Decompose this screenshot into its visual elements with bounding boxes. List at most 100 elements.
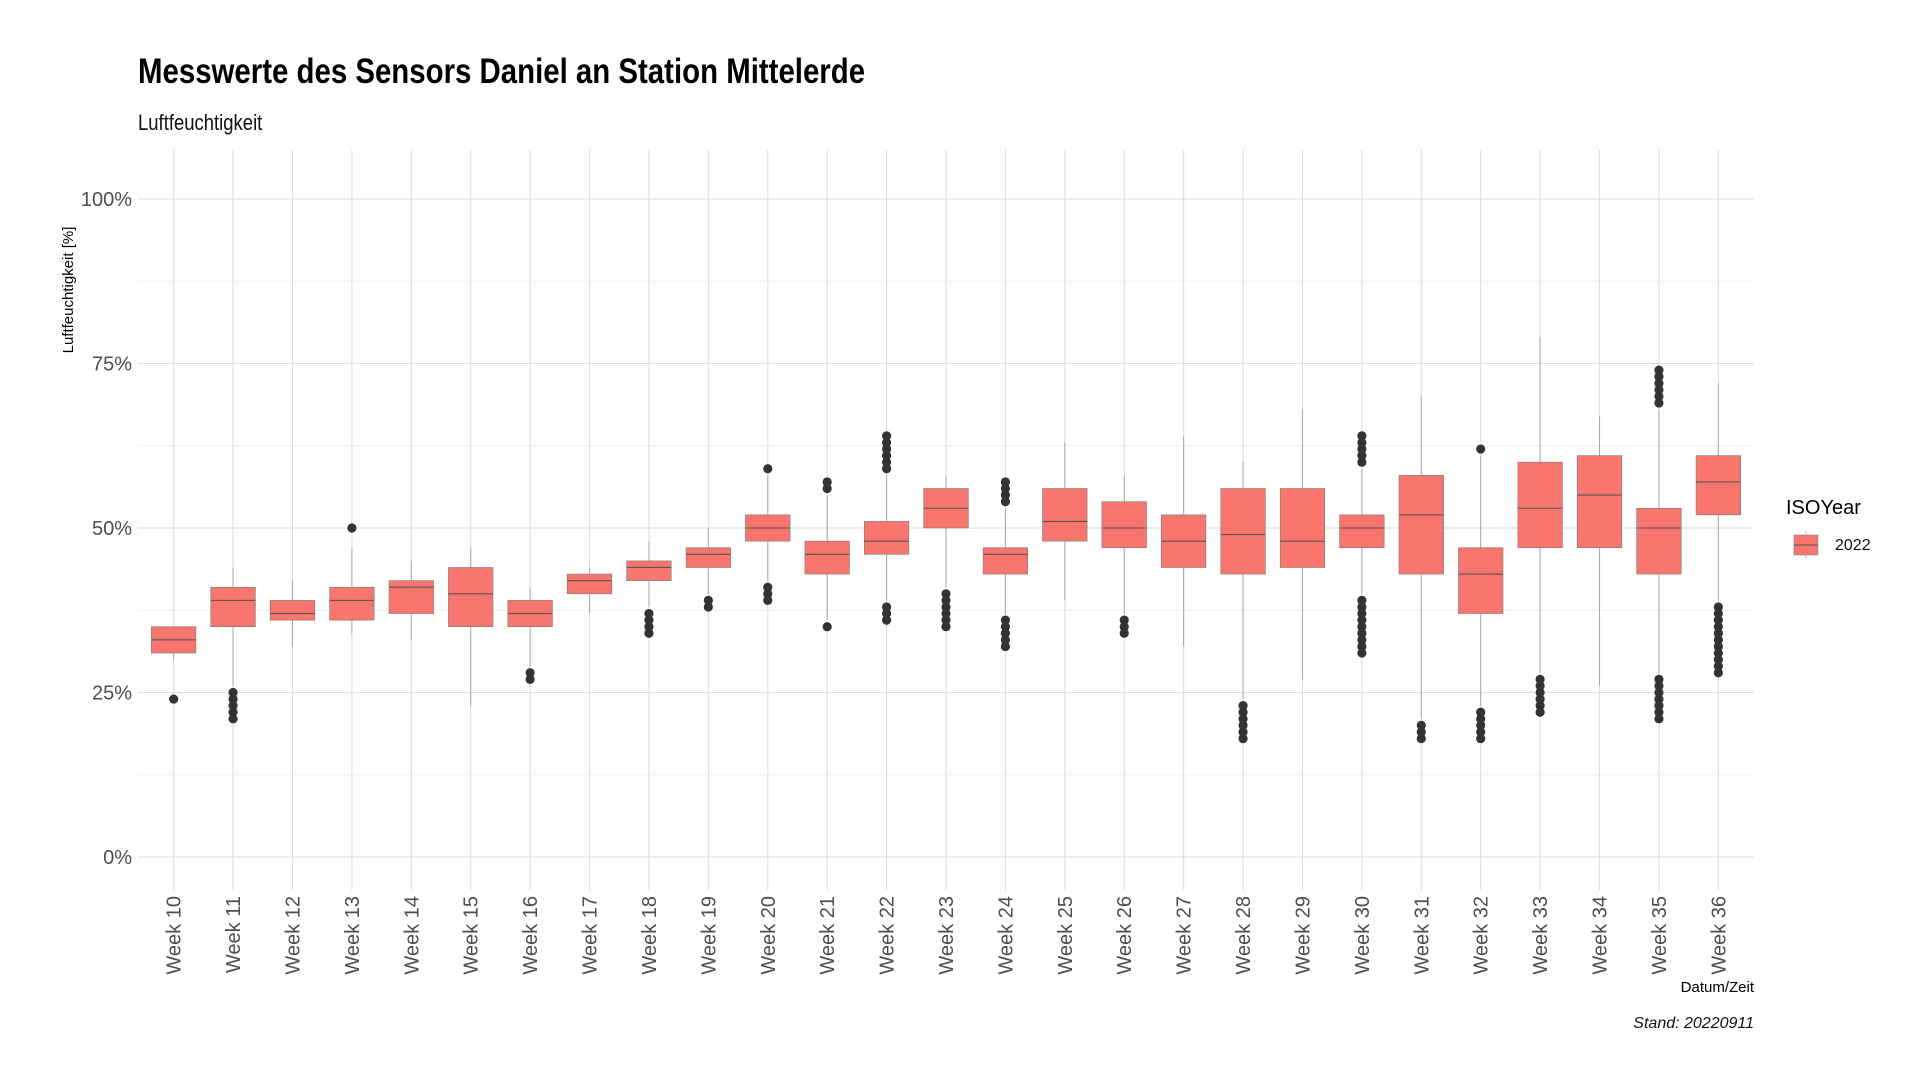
y-tick-label: 0% bbox=[103, 847, 132, 869]
outlier-point bbox=[1654, 694, 1664, 704]
outlier-point bbox=[881, 615, 892, 625]
box bbox=[1636, 507, 1682, 575]
outlier-point bbox=[763, 595, 773, 605]
x-tick-label: Week 35 bbox=[1649, 896, 1671, 975]
outlier-point bbox=[1654, 378, 1664, 388]
box bbox=[1101, 501, 1147, 549]
outlier-point bbox=[1000, 483, 1011, 494]
outlier-point bbox=[1238, 720, 1248, 731]
x-axis-ticks: Week 10 Week 11 Week 12 Week 13 Week 14 Week … bbox=[164, 896, 1731, 975]
boxes bbox=[151, 337, 1741, 744]
outlier-point bbox=[1119, 628, 1129, 638]
x-tick-label: Week 16 bbox=[520, 896, 542, 975]
box bbox=[1220, 488, 1266, 575]
outlier-point bbox=[1535, 674, 1545, 684]
outlier-point bbox=[1654, 385, 1664, 395]
outlier-point bbox=[1535, 687, 1545, 698]
outlier-point bbox=[1713, 615, 1723, 625]
x-tick-label: Week 26 bbox=[1114, 896, 1136, 975]
x-axis-title: Datum/Zeit bbox=[1681, 979, 1755, 996]
chart-subtitle: Luftfeuchtigkeit bbox=[138, 110, 263, 135]
outlier-point bbox=[881, 464, 892, 474]
outlier-point bbox=[941, 622, 951, 632]
x-tick-label: Week 34 bbox=[1590, 896, 1612, 975]
outlier-point bbox=[881, 451, 892, 461]
outlier-point bbox=[228, 687, 238, 698]
outlier-point bbox=[1357, 608, 1367, 619]
outlier-point bbox=[881, 608, 892, 619]
chart-title: Messwerte des Sensors Daniel an Station … bbox=[138, 52, 866, 91]
outlier-point bbox=[1654, 674, 1664, 684]
x-tick-label: Week 29 bbox=[1292, 896, 1314, 975]
x-tick-label: Week 14 bbox=[401, 896, 423, 975]
outlier-point bbox=[1535, 694, 1545, 704]
outlier-point bbox=[1476, 444, 1486, 454]
x-tick-label: Week 21 bbox=[817, 896, 839, 975]
box bbox=[1042, 488, 1088, 542]
outlier-point bbox=[525, 674, 535, 684]
legend-title: ISOYear bbox=[1786, 497, 1861, 519]
outlier-point bbox=[1535, 701, 1545, 711]
x-tick-label: Week 22 bbox=[877, 896, 899, 975]
outlier-point bbox=[1357, 628, 1367, 638]
outlier-point bbox=[822, 477, 832, 487]
outlier-point bbox=[1000, 641, 1011, 652]
outlier-point bbox=[1357, 431, 1367, 441]
x-tick-label: Week 23 bbox=[936, 896, 958, 975]
outlier-point bbox=[1357, 622, 1367, 632]
x-tick-label: Week 25 bbox=[1055, 896, 1077, 975]
outlier-point bbox=[881, 437, 892, 448]
x-tick-label: Week 31 bbox=[1411, 896, 1433, 975]
x-tick-label: Week 19 bbox=[698, 896, 720, 975]
outlier-point bbox=[1000, 635, 1011, 645]
outlier-point bbox=[1416, 720, 1426, 731]
y-axis-ticks: 0% 25% 50% 75% 100% bbox=[81, 189, 132, 869]
outlier-point bbox=[1119, 615, 1129, 625]
outlier-point bbox=[1416, 727, 1426, 737]
box bbox=[1517, 461, 1563, 549]
outlier-point bbox=[1654, 707, 1664, 717]
outlier-point bbox=[1713, 628, 1723, 638]
x-tick-label: Week 33 bbox=[1530, 896, 1552, 975]
x-tick-label: Week 24 bbox=[995, 896, 1017, 975]
outlier-point bbox=[1238, 733, 1248, 744]
x-tick-label: Week 18 bbox=[639, 896, 661, 975]
box bbox=[329, 586, 375, 621]
x-tick-label: Week 32 bbox=[1471, 896, 1493, 975]
outlier-point bbox=[1654, 714, 1664, 724]
x-tick-label: Week 27 bbox=[1174, 896, 1196, 975]
box bbox=[626, 560, 672, 581]
box bbox=[1339, 514, 1385, 549]
x-tick-label: Week 30 bbox=[1352, 896, 1374, 975]
outlier-point bbox=[881, 602, 892, 612]
outlier-point bbox=[1713, 661, 1723, 671]
outlier-point bbox=[881, 444, 892, 454]
outlier-point bbox=[1357, 635, 1367, 645]
outlier-point bbox=[1238, 714, 1248, 724]
box bbox=[1398, 475, 1444, 575]
box bbox=[1279, 488, 1326, 568]
outlier-point bbox=[1713, 608, 1723, 619]
outlier-point bbox=[228, 694, 238, 704]
outlier-point bbox=[941, 615, 951, 625]
outlier-point bbox=[1654, 681, 1664, 691]
y-tick-label: 75% bbox=[92, 354, 132, 376]
outlier-point bbox=[1654, 365, 1664, 375]
box bbox=[804, 540, 850, 575]
x-tick-label: Week 17 bbox=[580, 896, 602, 975]
outlier-point bbox=[525, 668, 535, 678]
outlier-point bbox=[1713, 668, 1723, 678]
outlier-point bbox=[1000, 477, 1011, 487]
outlier-point bbox=[822, 622, 832, 632]
box bbox=[566, 573, 613, 595]
outlier-point bbox=[1476, 714, 1486, 724]
outlier-point bbox=[881, 457, 892, 467]
outlier-point bbox=[763, 464, 773, 474]
outlier-point bbox=[941, 602, 951, 612]
box bbox=[864, 521, 910, 555]
outlier-point bbox=[1713, 655, 1723, 665]
box bbox=[982, 547, 1028, 575]
outlier-point bbox=[1357, 615, 1367, 625]
outlier-point bbox=[763, 589, 773, 599]
